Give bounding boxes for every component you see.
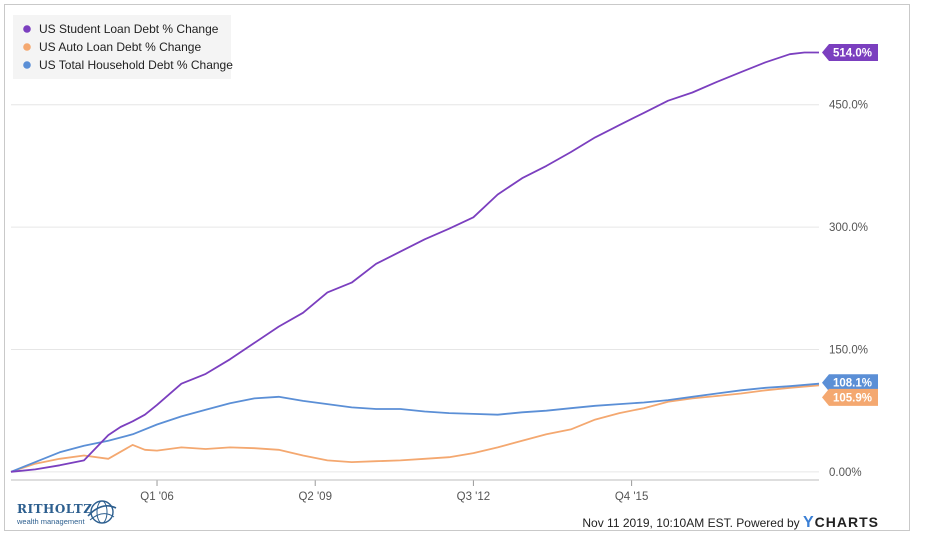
legend-box xyxy=(13,15,231,79)
ycharts-brand-text: CHARTS xyxy=(814,514,879,530)
legend-label[interactable]: US Auto Loan Debt % Change xyxy=(39,40,201,54)
y-tick-label: 0.00% xyxy=(829,467,862,479)
end-value-flag xyxy=(822,388,878,406)
series-lines xyxy=(10,51,820,473)
series-line[interactable] xyxy=(10,384,820,473)
legend-marker[interactable] xyxy=(23,25,31,33)
ritholtz-logo: RITHOLTZ wealth management xyxy=(17,500,137,532)
legend-label[interactable]: US Student Loan Debt % Change xyxy=(39,22,219,36)
footer-timestamp: Nov 11 2019, 10:10AM EST. xyxy=(582,516,733,530)
end-value-flag xyxy=(822,374,878,392)
chart-frame: 0.00% 150.0% 300.0% 450.0% Q1 '06 Q2 '09 Q3 '… xyxy=(4,4,910,531)
legend[interactable]: US Student Loan Debt % Change US Auto Loa… xyxy=(13,15,233,79)
x-axis-ticks: Q1 '06 Q2 '09 Q3 '12 Q4 '15 xyxy=(11,479,819,503)
x-tick-label: Q3 '12 xyxy=(457,491,491,503)
y-axis-ticks: 0.00% 150.0% 300.0% 450.0% xyxy=(829,100,868,479)
x-tick-label: Q2 '09 xyxy=(298,491,332,503)
globe-logo-icon xyxy=(87,500,117,524)
end-value-label: 108.1% xyxy=(833,378,872,390)
y-tick-label: 150.0% xyxy=(829,344,868,356)
series-line[interactable] xyxy=(10,51,819,473)
logo-name: RITHOLTZ xyxy=(17,502,93,516)
y-tick-label: 300.0% xyxy=(829,222,868,234)
end-value-flags: 514.0% 108.1% 105.9% xyxy=(822,44,878,406)
x-tick-label: Q4 '15 xyxy=(615,491,649,503)
footer-powered-by: Powered by xyxy=(736,516,800,530)
line-chart: 0.00% 150.0% 300.0% 450.0% Q1 '06 Q2 '09 Q3 '… xyxy=(10,15,878,503)
ycharts-y-mark: Y xyxy=(802,514,815,531)
ycharts-brand[interactable]: YCHARTS xyxy=(802,514,879,531)
end-value-flag xyxy=(822,44,878,62)
series-line[interactable] xyxy=(10,382,820,473)
end-value-label: 514.0% xyxy=(833,48,872,60)
logo-subtitle: wealth management xyxy=(17,517,85,526)
gridlines xyxy=(11,104,819,473)
end-value-label: 105.9% xyxy=(833,392,872,404)
x-tick-label: Q1 '06 xyxy=(140,491,174,503)
legend-marker[interactable] xyxy=(23,61,31,69)
chart-footer: Nov 11 2019, 10:10AM EST. Powered by YCH… xyxy=(582,514,879,532)
legend-marker[interactable] xyxy=(23,43,31,51)
y-tick-label: 450.0% xyxy=(829,100,868,112)
legend-label[interactable]: US Total Household Debt % Change xyxy=(39,58,233,72)
